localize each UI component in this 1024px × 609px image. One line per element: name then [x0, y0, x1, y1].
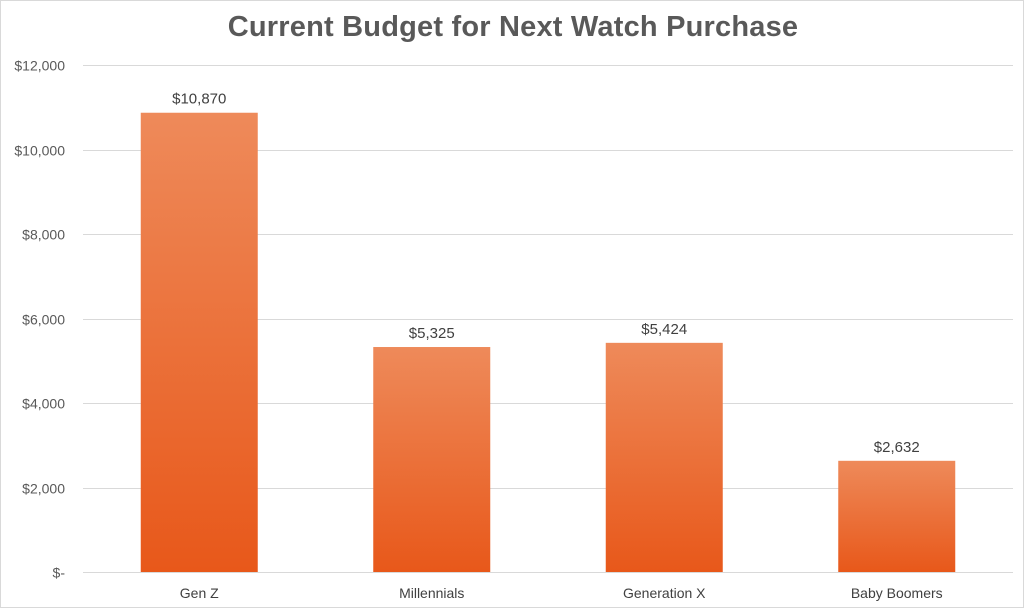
y-tick-label: $10,000 [14, 143, 65, 159]
y-tick-label: $4,000 [22, 396, 65, 412]
y-tick-label: $2,000 [22, 481, 65, 497]
x-category-label: Millennials [399, 585, 464, 601]
x-category-label: Gen Z [180, 585, 219, 601]
data-labels: $10,870 $5,325 $5,424 $2,632 [172, 91, 920, 456]
data-label: $5,424 [641, 321, 687, 338]
y-tick-label: $6,000 [22, 312, 65, 328]
bar [838, 460, 956, 572]
bar [373, 347, 491, 572]
y-tick-label: $8,000 [22, 227, 65, 243]
y-tick-label: $- [53, 565, 66, 581]
bar [605, 342, 723, 572]
y-tick-label: $12,000 [14, 58, 65, 74]
y-axis-ticks: $- $2,000 $4,000 $6,000 $8,000 $10,000 $12,000 [14, 58, 65, 581]
x-category-label: Baby Boomers [851, 585, 943, 601]
bars [140, 112, 956, 573]
data-label: $5,325 [409, 325, 455, 342]
x-axis-categories: Gen Z Millennials Generation X Baby Boomers [180, 585, 943, 601]
x-category-label: Generation X [623, 585, 706, 601]
data-label: $2,632 [874, 439, 920, 456]
data-label: $10,870 [172, 91, 226, 108]
chart-title: Current Budget for Next Watch Purchase [227, 11, 799, 43]
bar [140, 112, 258, 573]
